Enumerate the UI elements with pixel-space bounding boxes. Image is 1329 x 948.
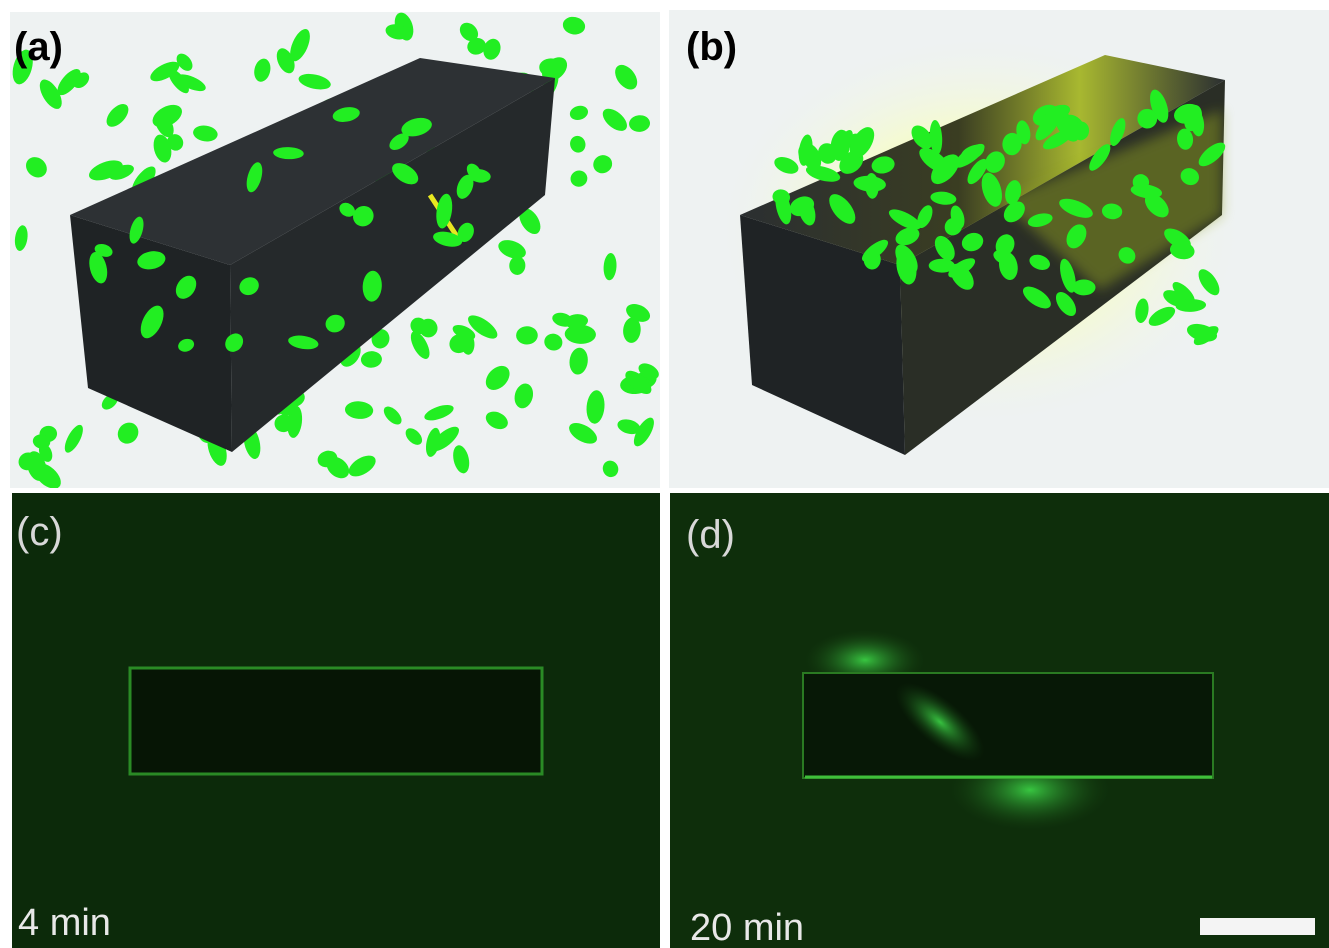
panel-label: (c) — [16, 510, 63, 554]
scale-bar — [1200, 918, 1315, 935]
panel-label: (a) — [14, 25, 63, 69]
time-label: 20 min — [690, 907, 804, 948]
panel-label: (b) — [686, 25, 737, 69]
divider — [0, 488, 1329, 493]
figure: (a) (b) (c) (d) 4 min 20 min — [0, 0, 1329, 948]
divider — [660, 0, 669, 948]
page: (a) (b) (c) (d) 4 min 20 min (() => { co… — [0, 0, 1329, 948]
channel — [803, 673, 1213, 778]
particle — [1072, 279, 1095, 295]
panel-label: (d) — [686, 513, 735, 557]
channel — [130, 668, 542, 774]
time-label: 4 min — [18, 902, 111, 944]
